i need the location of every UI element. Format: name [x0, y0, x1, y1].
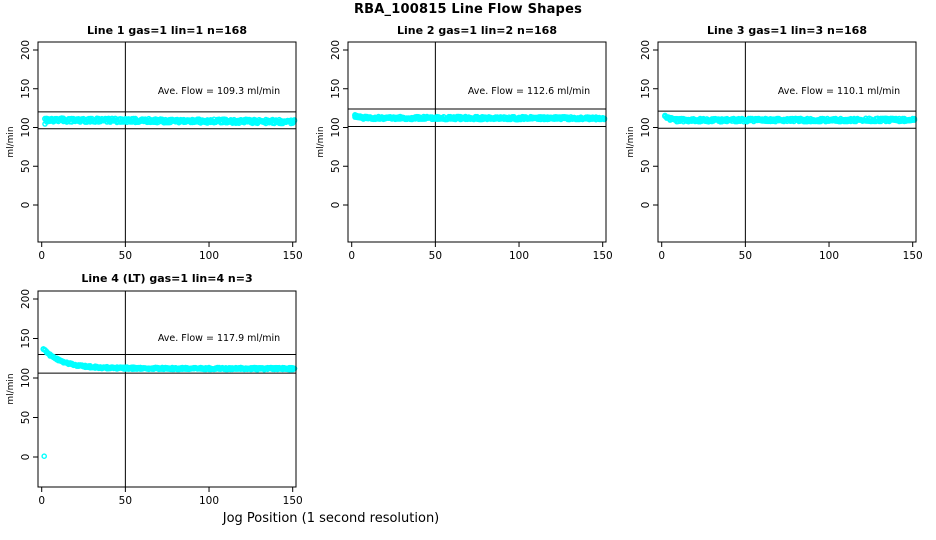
y-axis-ticks: 0 50 100 150 200 — [330, 40, 348, 208]
x-axis-label: Jog Position (1 second resolution) — [222, 511, 440, 526]
chart-main-title: RBA_100815 Line Flow Shapes — [353, 2, 583, 17]
svg-text:0: 0 — [330, 202, 342, 209]
plot-border — [37, 290, 297, 488]
panel3-title: Line 3 gas=1 lin=3 n=168 — [706, 24, 867, 37]
data-points — [662, 112, 918, 125]
svg-text:100: 100 — [509, 250, 529, 262]
svg-text:50: 50 — [20, 160, 32, 173]
svg-text:100: 100 — [199, 495, 219, 507]
panel-1-plot: 0 50 100 150 0 50 100 150 200 — [20, 40, 303, 262]
x-axis-ticks: 0 50 100 150 — [38, 242, 303, 262]
svg-text:200: 200 — [20, 289, 32, 309]
data-points — [42, 115, 298, 127]
x-axis-ticks: 0 50 100 150 — [658, 242, 923, 262]
panel2-title: Line 2 gas=1 lin=2 n=168 — [396, 24, 557, 37]
svg-text:100: 100 — [199, 250, 219, 262]
panel4-y-axis-label: ml/min — [6, 373, 16, 405]
svg-text:50: 50 — [20, 411, 32, 424]
panel1-ave-flow-annotation: Ave. Flow = 109.3 ml/min — [157, 86, 281, 97]
svg-text:0: 0 — [658, 250, 665, 262]
panel2-ave-flow-annotation: Ave. Flow = 112.6 ml/min — [467, 86, 591, 97]
x-axis-ticks: 0 50 100 150 — [38, 487, 303, 507]
svg-text:100: 100 — [819, 250, 839, 262]
x-axis-ticks: 0 50 100 150 — [348, 242, 613, 262]
panel4-ave-flow-annotation: Ave. Flow = 117.9 ml/min — [157, 333, 281, 344]
panel2-y-axis-label: ml/min — [316, 126, 326, 158]
y-axis-ticks: 0 50 100 150 200 — [20, 289, 38, 460]
svg-text:50: 50 — [640, 160, 652, 173]
svg-text:150: 150 — [283, 495, 303, 507]
svg-text:150: 150 — [20, 79, 32, 99]
svg-text:50: 50 — [330, 160, 342, 173]
panel-2-plot: 0 50 100 150 0 50 100 150 200 — [330, 40, 613, 262]
svg-text:50: 50 — [739, 250, 752, 262]
svg-text:0: 0 — [348, 250, 355, 262]
svg-text:100: 100 — [20, 368, 32, 388]
y-axis-ticks: 0 50 100 150 200 — [20, 40, 38, 208]
svg-text:150: 150 — [903, 250, 923, 262]
y-axis-ticks: 0 50 100 150 200 — [640, 40, 658, 208]
svg-text:100: 100 — [20, 117, 32, 137]
svg-text:50: 50 — [119, 250, 132, 262]
panel4-title: Line 4 (LT) gas=1 lin=4 n=3 — [81, 272, 253, 285]
panel1-y-axis-label: ml/min — [6, 126, 16, 158]
svg-text:150: 150 — [283, 250, 303, 262]
svg-text:100: 100 — [330, 117, 342, 137]
plot-border — [37, 41, 297, 243]
svg-text:200: 200 — [20, 40, 32, 60]
panel1-title: Line 1 gas=1 lin=1 n=168 — [86, 24, 247, 37]
plot-border — [347, 41, 607, 243]
svg-text:0: 0 — [20, 454, 32, 461]
svg-text:0: 0 — [640, 202, 652, 209]
svg-text:0: 0 — [38, 495, 45, 507]
svg-text:50: 50 — [119, 495, 132, 507]
svg-text:150: 150 — [20, 328, 32, 348]
data-points — [40, 346, 298, 460]
panel3-ave-flow-annotation: Ave. Flow = 110.1 ml/min — [777, 86, 901, 97]
svg-text:150: 150 — [593, 250, 613, 262]
svg-text:200: 200 — [640, 40, 652, 60]
data-points — [352, 112, 608, 123]
svg-text:150: 150 — [640, 79, 652, 99]
svg-text:200: 200 — [330, 40, 342, 60]
svg-text:0: 0 — [38, 250, 45, 262]
svg-text:0: 0 — [20, 202, 32, 209]
panel-4-plot: 0 50 100 150 0 50 100 150 200 — [20, 289, 303, 507]
svg-text:100: 100 — [640, 117, 652, 137]
svg-text:150: 150 — [330, 79, 342, 99]
svg-text:50: 50 — [429, 250, 442, 262]
panel3-y-axis-label: ml/min — [626, 126, 636, 158]
plot-border — [657, 41, 917, 243]
panel-3-plot: 0 50 100 150 0 50 100 150 200 — [640, 40, 923, 262]
